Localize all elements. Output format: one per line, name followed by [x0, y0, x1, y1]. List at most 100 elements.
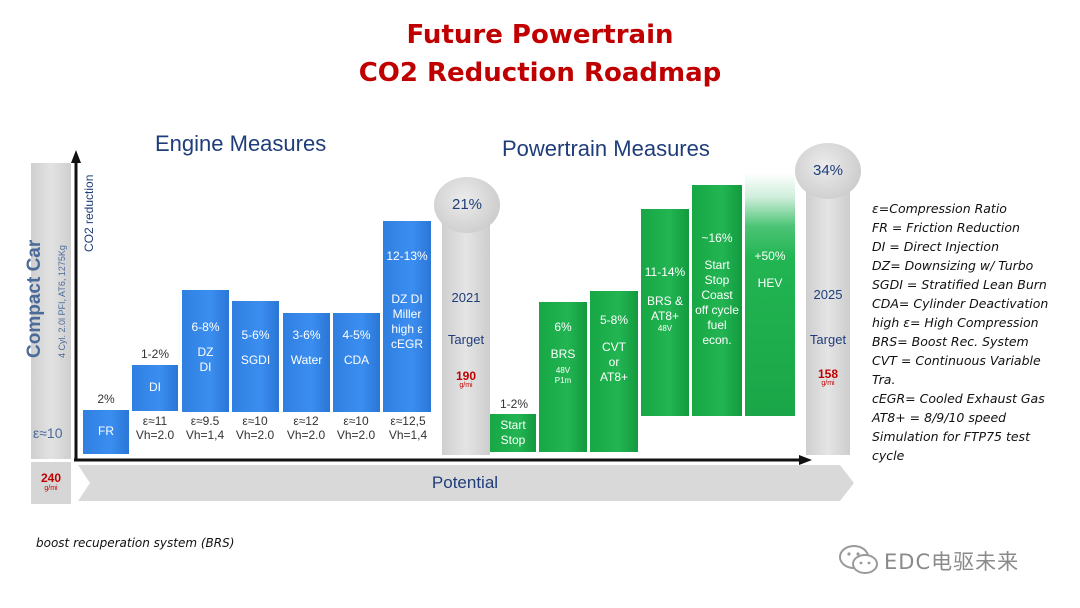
engine-bar-di: DI: [132, 365, 178, 411]
powertrain-bar-label: CVT or AT8+: [599, 340, 629, 384]
powertrain-bar-pct: 1-2%: [499, 397, 528, 411]
powertrain-bar-brs: 6% BRS 48V P1m: [539, 302, 587, 452]
engine-bar-displacement: Vh=2.0: [235, 428, 275, 442]
target-2025-pct: 34%: [795, 143, 861, 199]
engine-bar-label: DZ DI: [197, 345, 214, 374]
engine-bar-displacement: Vh=2.0: [286, 428, 326, 442]
engine-bar-ratio: ε≈10: [242, 414, 268, 428]
target-2025-value: 158: [817, 367, 839, 381]
engine-bar-ratio: ε≈9.5: [190, 414, 220, 428]
engine-bar-displacement: Vh=2.0: [336, 428, 376, 442]
engine-bar-pct: 3-6%: [292, 328, 321, 342]
engine-bar-displacement: Vh=1,4: [185, 428, 225, 442]
powertrain-bar-pct: 11-14%: [644, 265, 686, 279]
powertrain-bar-sub: 48V P1m: [554, 366, 572, 385]
engine-bar-under: ε≈10 Vh=2.0: [228, 414, 282, 442]
engine-bar-under: ε≈12 Vh=2.0: [279, 414, 333, 442]
engine-bar-under: ε≈9.5 Vh=1,4: [178, 414, 232, 442]
powertrain-measures-heading: Powertrain Measures: [502, 136, 710, 161]
target-2021-year: 2021: [451, 290, 481, 305]
wechat-icon: [839, 545, 878, 574]
engine-bar-label: FR: [98, 424, 114, 438]
engine-bar-miller-cegr: 12-13% DZ DI Miller high ε cEGR: [383, 221, 431, 412]
potential-band: [78, 465, 854, 501]
engine-bar-pct: 12-13%: [386, 249, 428, 263]
target-2021-value: 190: [455, 369, 477, 383]
legend-item: CVT = Continuous Variable: [872, 353, 1041, 368]
engine-bar-displacement: Vh=1,4: [388, 428, 428, 442]
engine-bar-label: Water: [290, 353, 323, 367]
engine-bar-ratio: ε≈10: [343, 414, 369, 428]
engine-bar-pct: 6-8%: [191, 320, 220, 334]
legend: ε=Compression Ratio FR = Friction Reduct…: [872, 199, 1072, 465]
legend-item: FR = Friction Reduction: [872, 220, 1020, 235]
potential-label: Potential: [431, 473, 499, 492]
powertrain-bar-sub: 48V: [657, 324, 673, 333]
target-2021-unit: g/mi: [459, 382, 473, 389]
engine-bar-pct: 4-5%: [342, 328, 371, 342]
target-2021-pillar: [442, 205, 490, 455]
powertrain-bar-hev: +50% HEV: [745, 173, 795, 416]
vehicle-column: [31, 163, 71, 459]
powertrain-bar-label: Start Stop Coast off cycle fuel econ.: [695, 258, 739, 347]
title-line-1: Future Powertrain: [406, 20, 674, 50]
powertrain-bar-pct: 6%: [554, 320, 572, 334]
powertrain-bar-coast: ~16% Start Stop Coast off cycle fuel eco…: [692, 185, 742, 416]
powertrain-bar-label: BRS & AT8+: [647, 294, 684, 323]
engine-bar-pct: 1-2%: [140, 347, 169, 361]
engine-bar-under: ε≈12,5 Vh=1,4: [380, 414, 436, 442]
baseline-unit: g/mi: [44, 485, 58, 492]
engine-bar-cda: 4-5% CDA: [333, 313, 380, 412]
legend-item: cycle: [872, 448, 905, 463]
legend-item: AT8+ = 8/9/10 speed: [872, 410, 1007, 425]
engine-measures-heading: Engine Measures: [155, 131, 327, 156]
engine-bar-label: DZ DI Miller high ε cEGR: [390, 292, 423, 351]
watermark-text: EDC电驱未来: [884, 550, 1020, 574]
engine-bar-pct: 5-6%: [241, 328, 270, 342]
powertrain-bar-label: BRS: [550, 347, 576, 361]
vehicle-ratio: ε≈10: [33, 425, 63, 441]
engine-bar-pct: 2%: [97, 392, 115, 406]
legend-item: BRS= Boost Rec. System: [872, 334, 1029, 349]
legend-item: Simulation for FTP75 test: [872, 429, 1030, 444]
engine-bar-under: ε≈10 Vh=2.0: [329, 414, 383, 442]
engine-bar-ratio: ε≈12,5: [390, 414, 426, 428]
powertrain-bar-pct: ~16%: [701, 231, 733, 245]
engine-bar-under: ε≈11 Vh=2.0: [128, 414, 182, 442]
powertrain-bar-pct: 5-8%: [599, 313, 628, 327]
powertrain-bar-label: HEV: [757, 276, 783, 290]
legend-item: Tra.: [872, 372, 896, 387]
engine-bar-sgdi: 5-6% SGDI: [232, 301, 279, 412]
target-2025-label: Target: [809, 332, 847, 347]
engine-bar-label: DI: [149, 380, 161, 394]
legend-item: ε=Compression Ratio: [872, 201, 1007, 216]
powertrain-bar-brs-at8: 11-14% BRS & AT8+ 48V: [641, 209, 689, 416]
engine-bar-fr: FR: [83, 410, 129, 454]
target-2021-pct: 21%: [434, 177, 500, 233]
target-2025-pillar: [806, 165, 850, 455]
legend-item: SGDI = Stratified Lean Burn: [872, 277, 1047, 292]
engine-bar-water: 3-6% Water: [283, 313, 330, 412]
y-axis-label: CO2 reduction: [82, 174, 96, 252]
title-line-2: CO2 Reduction Roadmap: [358, 58, 722, 88]
engine-bar-dz-di: 6-8% DZ DI: [182, 290, 229, 412]
powertrain-bar-pct: +50%: [754, 249, 786, 263]
legend-item: cEGR= Cooled Exhaust Gas: [872, 391, 1045, 406]
powertrain-bar-cvt: 5-8% CVT or AT8+: [590, 291, 638, 452]
legend-item: DI = Direct Injection: [872, 239, 999, 254]
engine-bar-displacement: Vh=2.0: [135, 428, 175, 442]
engine-bar-ratio: ε≈12: [293, 414, 319, 428]
engine-bar-label: CDA: [343, 353, 370, 367]
powertrain-bar-start-stop: Start Stop: [490, 414, 536, 452]
footnote: boost recuperation system (BRS): [36, 536, 235, 550]
powertrain-bar-label: Start Stop: [500, 418, 526, 447]
target-2025-unit: g/mi: [821, 380, 835, 387]
legend-item: high ε= High Compression: [872, 315, 1039, 330]
baseline-box: [31, 462, 71, 504]
target-2021-label: Target: [447, 332, 485, 347]
legend-item: CDA= Cylinder Deactivation: [872, 296, 1049, 311]
legend-item: DZ= Downsizing w/ Turbo: [872, 258, 1034, 273]
engine-bar-ratio: ε≈11: [142, 414, 168, 428]
target-2025-year: 2025: [813, 287, 843, 302]
